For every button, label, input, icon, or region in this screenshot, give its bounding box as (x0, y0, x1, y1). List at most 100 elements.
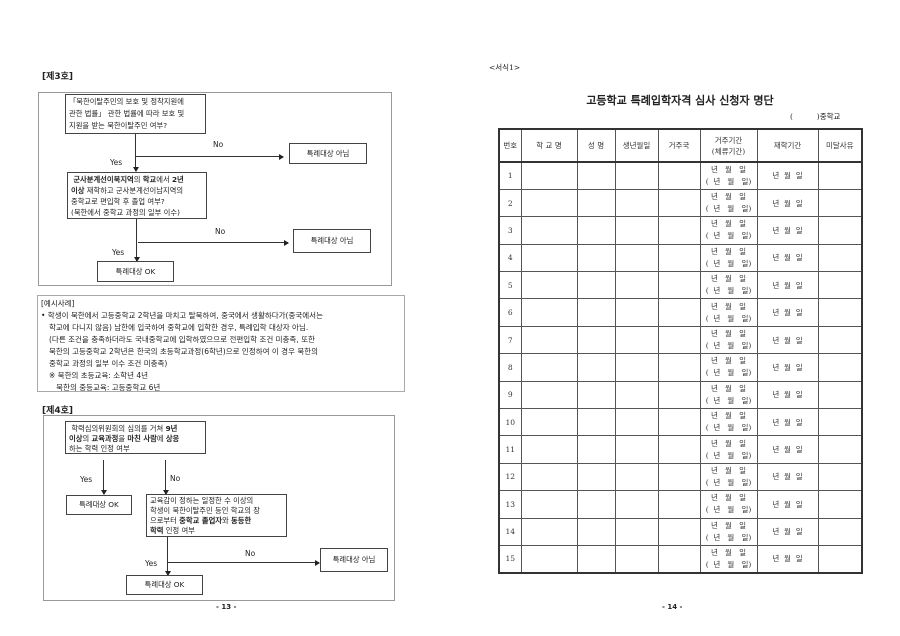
cell-residence-period[interactable]: 년 월 일 ( 년 월 일) (699, 271, 758, 300)
cell-country[interactable] (657, 243, 701, 273)
cell-school[interactable] (520, 188, 578, 218)
cell-birthdate[interactable] (614, 462, 659, 492)
cell-school[interactable] (520, 408, 578, 437)
cell-reason[interactable] (817, 271, 863, 300)
cell-residence-period[interactable]: 년 월 일 ( 년 월 일) (699, 462, 758, 492)
cell-school[interactable] (520, 161, 578, 190)
cell-reason[interactable] (817, 380, 863, 410)
cell-birthdate[interactable] (614, 517, 659, 546)
cell-school[interactable] (520, 271, 578, 300)
cell-country[interactable] (657, 544, 701, 574)
cell-residence-period[interactable]: 년 월 일 ( 년 월 일) (699, 435, 758, 464)
cell-birthdate[interactable] (614, 161, 659, 190)
cell-study-period[interactable]: 년 월 일 (756, 271, 819, 300)
cell-reason[interactable] (817, 490, 863, 519)
cell-name[interactable] (576, 271, 616, 300)
cell-name[interactable] (576, 298, 616, 327)
cell-study-period[interactable]: 년 월 일 (756, 161, 819, 190)
cell-birthdate[interactable] (614, 325, 659, 355)
cell-study-period[interactable]: 년 월 일 (756, 517, 819, 546)
cell-country[interactable] (657, 325, 701, 355)
cell-name[interactable] (576, 353, 616, 382)
cell-study-period[interactable]: 년 월 일 (756, 435, 819, 464)
cell-country[interactable] (657, 462, 701, 492)
cell-school[interactable] (520, 216, 578, 245)
cell-birthdate[interactable] (614, 353, 659, 382)
cell-study-period[interactable]: 년 월 일 (756, 544, 819, 574)
cell-birthdate[interactable] (614, 408, 659, 437)
cell-country[interactable] (657, 490, 701, 519)
cell-school[interactable] (520, 490, 578, 519)
cell-study-period[interactable]: 년 월 일 (756, 462, 819, 492)
cell-birthdate[interactable] (614, 490, 659, 519)
cell-reason[interactable] (817, 517, 863, 546)
cell-name[interactable] (576, 216, 616, 245)
cell-reason[interactable] (817, 435, 863, 464)
cell-residence-period[interactable]: 년 월 일 ( 년 월 일) (699, 161, 758, 190)
cell-country[interactable] (657, 353, 701, 382)
cell-school[interactable] (520, 353, 578, 382)
cell-birthdate[interactable] (614, 435, 659, 464)
cell-name[interactable] (576, 462, 616, 492)
cell-study-period[interactable]: 년 월 일 (756, 353, 819, 382)
cell-residence-period[interactable]: 년 월 일 ( 년 월 일) (699, 188, 758, 218)
cell-country[interactable] (657, 216, 701, 245)
cell-residence-period[interactable]: 년 월 일 ( 년 월 일) (699, 408, 758, 437)
cell-country[interactable] (657, 298, 701, 327)
cell-residence-period[interactable]: 년 월 일 ( 년 월 일) (699, 298, 758, 327)
cell-residence-period[interactable]: 년 월 일 ( 년 월 일) (699, 517, 758, 546)
cell-name[interactable] (576, 435, 616, 464)
cell-name[interactable] (576, 325, 616, 355)
cell-name[interactable] (576, 517, 616, 546)
cell-school[interactable] (520, 517, 578, 546)
cell-study-period[interactable]: 년 월 일 (756, 325, 819, 355)
cell-reason[interactable] (817, 544, 863, 574)
cell-study-period[interactable]: 년 월 일 (756, 188, 819, 218)
cell-birthdate[interactable] (614, 298, 659, 327)
cell-residence-period[interactable]: 년 월 일 ( 년 월 일) (699, 325, 758, 355)
cell-country[interactable] (657, 380, 701, 410)
cell-school[interactable] (520, 298, 578, 327)
cell-country[interactable] (657, 517, 701, 546)
cell-reason[interactable] (817, 243, 863, 273)
cell-residence-period[interactable]: 년 월 일 ( 년 월 일) (699, 243, 758, 273)
cell-name[interactable] (576, 380, 616, 410)
cell-reason[interactable] (817, 325, 863, 355)
cell-school[interactable] (520, 544, 578, 574)
cell-country[interactable] (657, 435, 701, 464)
cell-residence-period[interactable]: 년 월 일 ( 년 월 일) (699, 353, 758, 382)
cell-reason[interactable] (817, 353, 863, 382)
cell-school[interactable] (520, 462, 578, 492)
cell-residence-period[interactable]: 년 월 일 ( 년 월 일) (699, 490, 758, 519)
cell-reason[interactable] (817, 161, 863, 190)
cell-study-period[interactable]: 년 월 일 (756, 298, 819, 327)
cell-study-period[interactable]: 년 월 일 (756, 408, 819, 437)
cell-name[interactable] (576, 544, 616, 574)
cell-country[interactable] (657, 408, 701, 437)
cell-school[interactable] (520, 435, 578, 464)
cell-country[interactable] (657, 188, 701, 218)
cell-school[interactable] (520, 325, 578, 355)
cell-country[interactable] (657, 271, 701, 300)
cell-name[interactable] (576, 408, 616, 437)
cell-birthdate[interactable] (614, 188, 659, 218)
cell-birthdate[interactable] (614, 243, 659, 273)
cell-residence-period[interactable]: 년 월 일 ( 년 월 일) (699, 380, 758, 410)
cell-residence-period[interactable]: 년 월 일 ( 년 월 일) (699, 544, 758, 574)
cell-reason[interactable] (817, 298, 863, 327)
cell-reason[interactable] (817, 216, 863, 245)
cell-school[interactable] (520, 243, 578, 273)
cell-name[interactable] (576, 490, 616, 519)
cell-name[interactable] (576, 188, 616, 218)
cell-school[interactable] (520, 380, 578, 410)
cell-study-period[interactable]: 년 월 일 (756, 380, 819, 410)
cell-reason[interactable] (817, 408, 863, 437)
cell-reason[interactable] (817, 188, 863, 218)
cell-birthdate[interactable] (614, 216, 659, 245)
cell-birthdate[interactable] (614, 380, 659, 410)
cell-birthdate[interactable] (614, 271, 659, 300)
cell-reason[interactable] (817, 462, 863, 492)
cell-study-period[interactable]: 년 월 일 (756, 490, 819, 519)
cell-study-period[interactable]: 년 월 일 (756, 216, 819, 245)
cell-birthdate[interactable] (614, 544, 659, 574)
